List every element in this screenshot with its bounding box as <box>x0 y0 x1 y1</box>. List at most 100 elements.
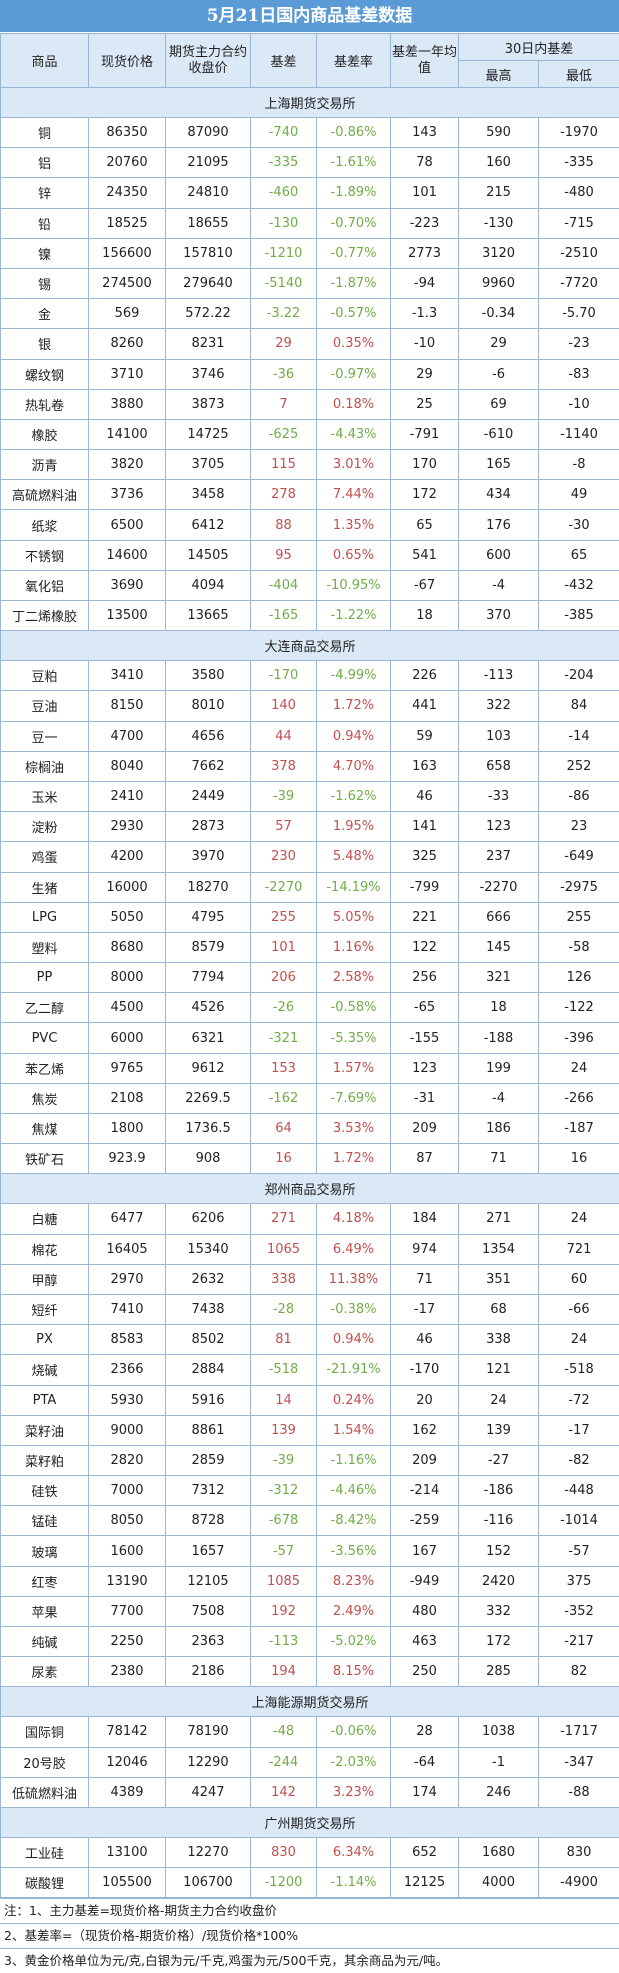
cell-futures-price: 14725 <box>166 419 251 449</box>
cell-30day-low: -2975 <box>539 872 619 902</box>
cell-basis: 88 <box>251 510 317 540</box>
cell-product: 棉花 <box>1 1234 89 1264</box>
cell-basis: 192 <box>251 1596 317 1626</box>
cell-30day-high: 152 <box>459 1536 539 1566</box>
cell-basis: 81 <box>251 1325 317 1355</box>
cell-product: 碳酸锂 <box>1 1868 89 1898</box>
cell-spot-price: 8680 <box>89 932 166 962</box>
header-spot-price: 现货价格 <box>89 34 166 88</box>
footnotes: 注：1、主力基差=现货价格-期货主力合约收盘价 2、基差率=（现货价格-期货价格… <box>0 1898 619 1973</box>
cell-basis-annual-avg: 122 <box>391 932 459 962</box>
cell-basis: -321 <box>251 1023 317 1053</box>
cell-basis-annual-avg: -799 <box>391 872 459 902</box>
section-header: 上海期货交易所 <box>1 88 619 118</box>
cell-30day-low: -10 <box>539 389 619 419</box>
cell-basis-annual-avg: -17 <box>391 1294 459 1324</box>
cell-futures-price: 24810 <box>166 178 251 208</box>
cell-30day-low: -8 <box>539 450 619 480</box>
cell-basis: 338 <box>251 1264 317 1294</box>
cell-product: 氧化铝 <box>1 570 89 600</box>
cell-product: 菜籽粕 <box>1 1445 89 1475</box>
cell-spot-price: 16405 <box>89 1234 166 1264</box>
cell-basis: -404 <box>251 570 317 600</box>
cell-basis-annual-avg: 123 <box>391 1053 459 1083</box>
cell-product: 玉米 <box>1 781 89 811</box>
header-basis: 基差 <box>251 34 317 88</box>
cell-spot-price: 13100 <box>89 1837 166 1867</box>
cell-basis: 153 <box>251 1053 317 1083</box>
cell-product: 螺纹钢 <box>1 359 89 389</box>
cell-basis-annual-avg: -1.3 <box>391 299 459 329</box>
cell-futures-price: 7312 <box>166 1476 251 1506</box>
cell-basis-annual-avg: -223 <box>391 208 459 238</box>
cell-30day-low: -30 <box>539 510 619 540</box>
cell-futures-price: 4094 <box>166 570 251 600</box>
cell-30day-high: -27 <box>459 1445 539 1475</box>
cell-product: 铜 <box>1 118 89 148</box>
cell-product: 尿素 <box>1 1657 89 1687</box>
cell-product: 豆一 <box>1 721 89 751</box>
cell-basis: -26 <box>251 993 317 1023</box>
cell-30day-high: 9960 <box>459 268 539 298</box>
cell-futures-price: 9612 <box>166 1053 251 1083</box>
cell-30day-high: -33 <box>459 781 539 811</box>
cell-futures-price: 7508 <box>166 1596 251 1626</box>
cell-30day-high: 322 <box>459 691 539 721</box>
cell-basis-annual-avg: 209 <box>391 1445 459 1475</box>
cell-product: 硅铁 <box>1 1476 89 1506</box>
cell-basis-rate: -5.02% <box>317 1627 391 1657</box>
cell-30day-high: -116 <box>459 1506 539 1536</box>
cell-basis: -165 <box>251 601 317 631</box>
cell-futures-price: 2884 <box>166 1355 251 1385</box>
section-header: 上海能源期货交易所 <box>1 1687 619 1717</box>
cell-30day-low: -480 <box>539 178 619 208</box>
cell-spot-price: 4389 <box>89 1777 166 1807</box>
cell-30day-low: -1014 <box>539 1506 619 1536</box>
cell-30day-low: -5.70 <box>539 299 619 329</box>
cell-30day-low: -204 <box>539 661 619 691</box>
cell-30day-low: 82 <box>539 1657 619 1687</box>
cell-basis-rate: -1.89% <box>317 178 391 208</box>
cell-basis: 378 <box>251 751 317 781</box>
cell-basis: -130 <box>251 208 317 238</box>
cell-basis-rate: -0.97% <box>317 359 391 389</box>
cell-product: 纯碱 <box>1 1627 89 1657</box>
cell-spot-price: 6500 <box>89 510 166 540</box>
cell-30day-low: 16 <box>539 1144 619 1174</box>
cell-basis-rate: -8.42% <box>317 1506 391 1536</box>
cell-basis-rate: 0.24% <box>317 1385 391 1415</box>
cell-basis: 7 <box>251 389 317 419</box>
cell-30day-high: 71 <box>459 1144 539 1174</box>
cell-spot-price: 8040 <box>89 751 166 781</box>
footnote-3: 3、黄金价格单位为元/克,白银为元/千克,鸡蛋为元/500千克，其余商品为元/吨… <box>0 1948 619 1973</box>
cell-30day-low: -335 <box>539 148 619 178</box>
cell-product: 银 <box>1 329 89 359</box>
cell-basis-annual-avg: 209 <box>391 1114 459 1144</box>
cell-spot-price: 5930 <box>89 1385 166 1415</box>
cell-spot-price: 12046 <box>89 1747 166 1777</box>
header-low: 最低 <box>539 61 619 88</box>
cell-basis-annual-avg: 250 <box>391 1657 459 1687</box>
cell-futures-price: 2363 <box>166 1627 251 1657</box>
cell-spot-price: 2250 <box>89 1627 166 1657</box>
cell-basis: -625 <box>251 419 317 449</box>
cell-30day-high: 29 <box>459 329 539 359</box>
cell-basis: 271 <box>251 1204 317 1234</box>
cell-product: 苯乙烯 <box>1 1053 89 1083</box>
cell-30day-high: -6 <box>459 359 539 389</box>
header-30day-basis: 30日内基差 <box>459 34 619 61</box>
cell-basis-rate: -1.16% <box>317 1445 391 1475</box>
cell-30day-high: 215 <box>459 178 539 208</box>
cell-30day-high: -113 <box>459 661 539 691</box>
cell-basis-annual-avg: 226 <box>391 661 459 691</box>
cell-basis: 278 <box>251 480 317 510</box>
cell-futures-price: 4526 <box>166 993 251 1023</box>
cell-basis-annual-avg: 25 <box>391 389 459 419</box>
